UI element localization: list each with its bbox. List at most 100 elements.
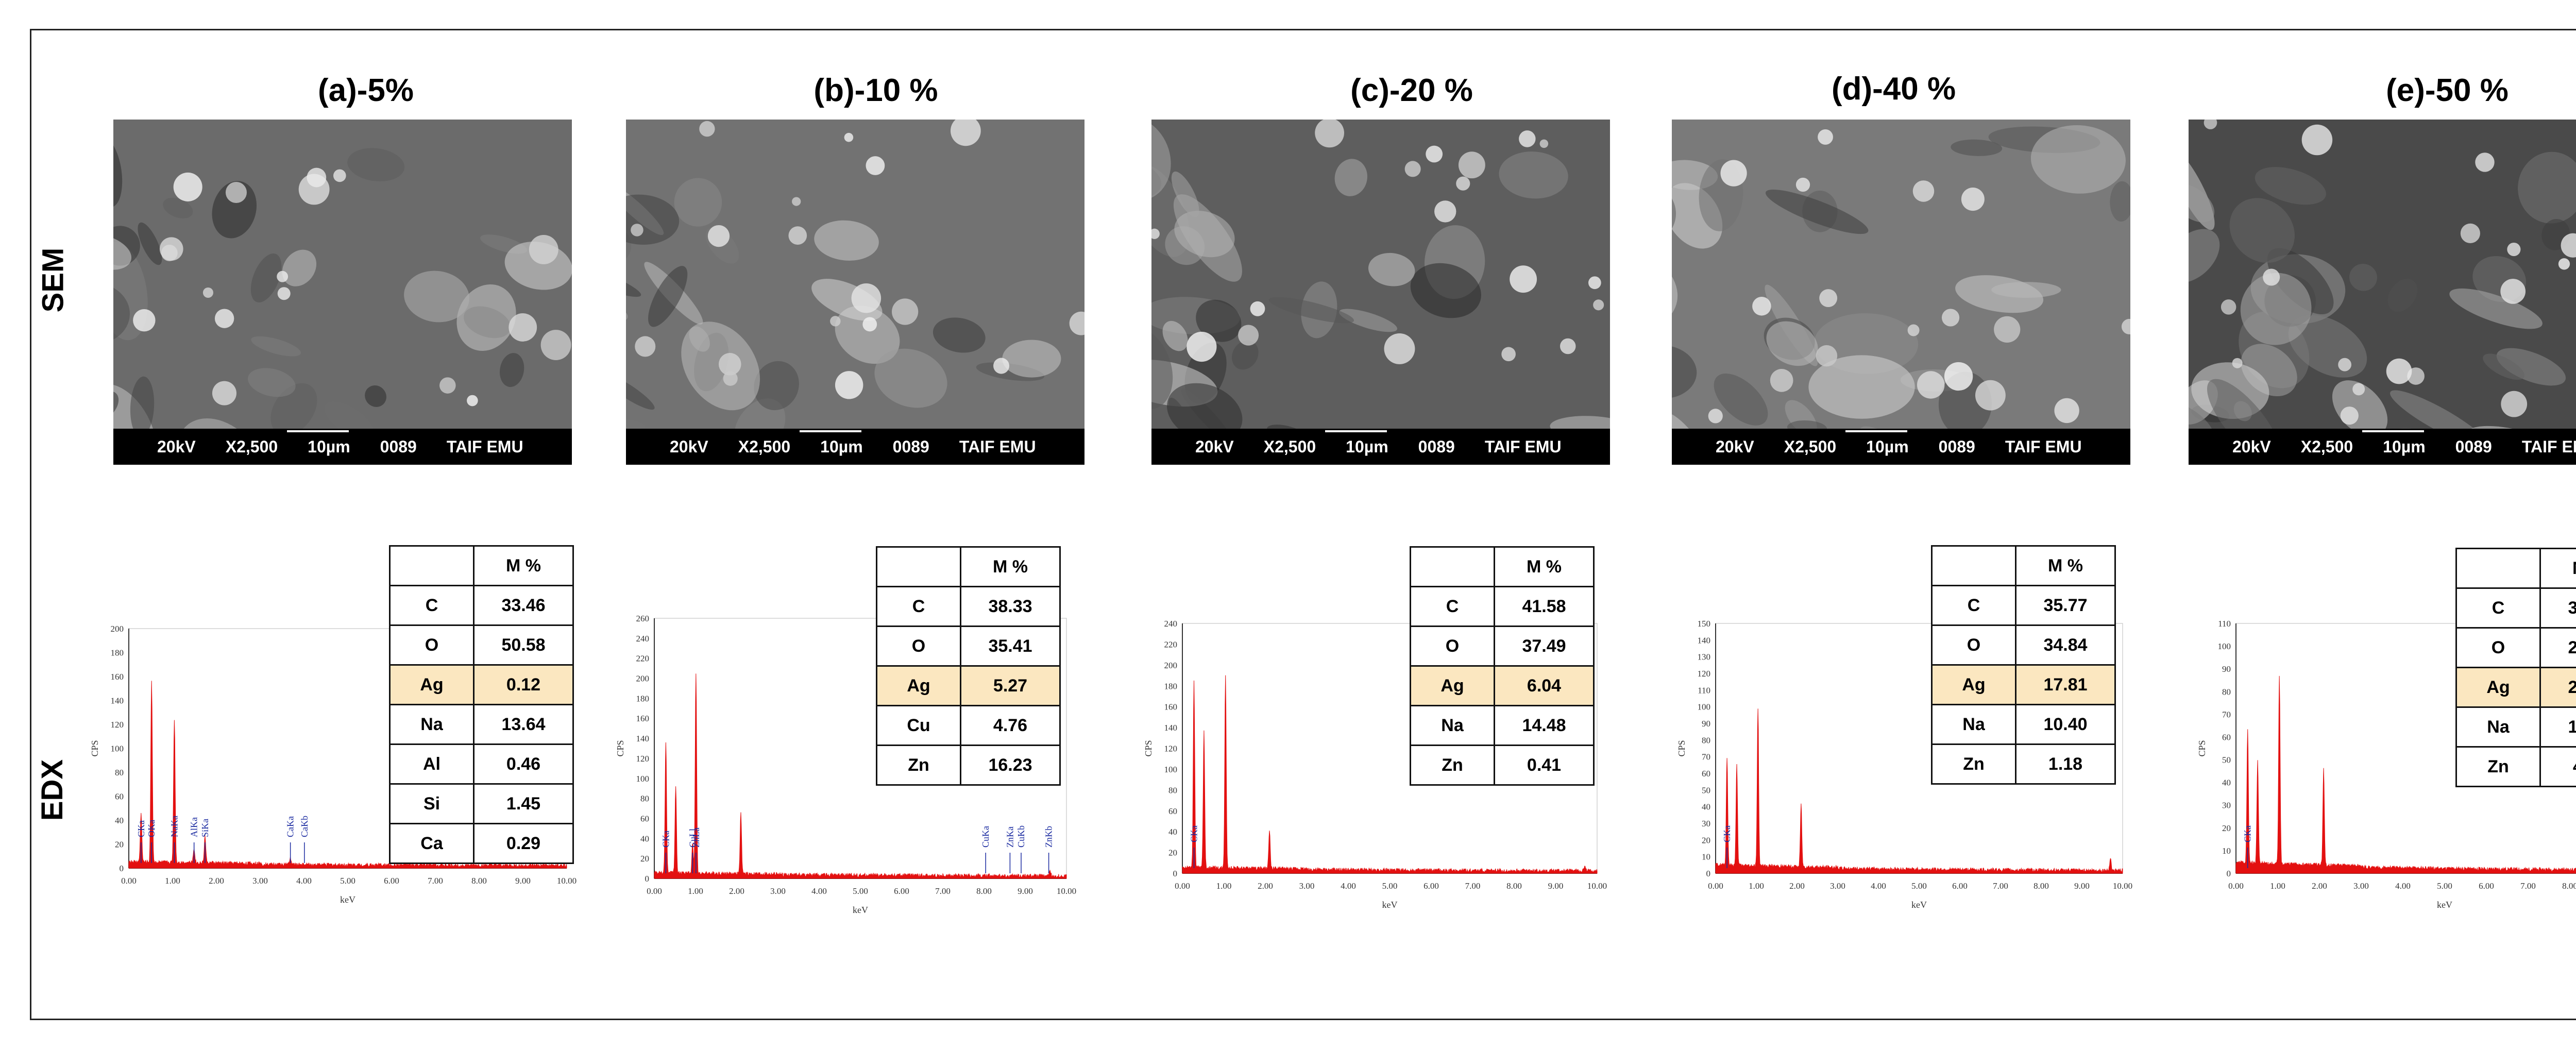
y-tick-label: 220 xyxy=(636,654,650,664)
y-tick-label: 40 xyxy=(1168,827,1177,837)
spectrum-series xyxy=(1182,675,1598,874)
element-cell: Zn xyxy=(876,745,961,786)
sem-micrograph: 20kV X2,500 10µm 0089 TAIF EMU xyxy=(2189,120,2576,465)
element-cell: O xyxy=(1410,625,1495,667)
table-header-row: M % xyxy=(389,545,574,586)
table-row: Ag 17.81 xyxy=(1931,664,2116,705)
peak-label: CKa xyxy=(1189,825,1199,842)
mass-percent-cell: 26.45 xyxy=(2539,627,2576,668)
y-tick-label: 100 xyxy=(636,774,650,784)
x-tick-label: 2.00 xyxy=(209,876,224,886)
element-cell: Ag xyxy=(1931,664,2016,705)
x-tick-label: 7.00 xyxy=(935,886,951,896)
y-tick-label: 200 xyxy=(636,674,650,684)
sem-info-id: 0089 xyxy=(1938,437,1975,456)
scale-bar-line xyxy=(800,430,862,432)
x-tick-label: 9.00 xyxy=(515,876,531,886)
y-tick-label: 40 xyxy=(115,816,124,825)
x-tick-label: 0.00 xyxy=(121,876,137,886)
y-tick-label: 150 xyxy=(1698,619,1711,629)
header-mass-percent: M % xyxy=(2539,548,2576,589)
mass-percent-cell: 17.81 xyxy=(2015,664,2116,705)
y-tick-label: 60 xyxy=(115,792,124,802)
edx-composition-table: M % C 41.58 O 37.49 Ag 6.04 Na 14.48 Zn 0.41 xyxy=(1410,546,1595,786)
x-tick-label: 2.00 xyxy=(729,886,744,896)
table-row: Na12.78 xyxy=(2455,706,2576,748)
x-tick-label: 3.00 xyxy=(252,876,268,886)
y-tick-label: 0 xyxy=(120,864,124,873)
element-cell: C xyxy=(389,585,474,626)
table-row: Zn 0.41 xyxy=(1410,745,1595,786)
y-tick-label: 40 xyxy=(1702,802,1710,812)
sem-info-id: 0089 xyxy=(380,437,417,456)
edx-spectrum: 0 20 40 60 80 100 120 140 160 180 200 0.00 1.00 2.00 3… xyxy=(82,618,577,907)
sem-info-lab: TAIF EMU xyxy=(1484,437,1562,456)
panel-title: (b)-10 % xyxy=(814,73,938,108)
mass-percent-cell: 5.27 xyxy=(960,665,1061,706)
table-row: Zn 1.18 xyxy=(1931,743,2116,785)
element-cell: Ca xyxy=(389,823,474,864)
sem-texture xyxy=(626,120,1084,465)
y-tick-label: 200 xyxy=(111,624,124,634)
peak-label: CaKb xyxy=(299,816,310,837)
peak-label: CuLl xyxy=(687,828,698,848)
table-row: C 33.46 xyxy=(389,585,574,626)
sem-micrograph: 20kV X2,500 10µm 0089 TAIF EMU xyxy=(1672,120,2130,465)
x-axis-label: keV xyxy=(853,905,868,915)
y-tick-label: 70 xyxy=(2222,709,2231,719)
sem-info-mag: X2,500 xyxy=(738,437,791,456)
mass-percent-cell: 0.29 xyxy=(473,823,574,864)
sem-info-mag: X2,500 xyxy=(1784,437,1837,456)
x-tick-label: 9.00 xyxy=(2074,881,2090,891)
x-tick-label: 2.00 xyxy=(1789,881,1805,891)
element-cell: Na xyxy=(389,704,474,745)
x-tick-label: 10.00 xyxy=(1057,886,1076,896)
element-cell: C xyxy=(1931,585,2016,626)
y-tick-label: 220 xyxy=(1164,639,1178,649)
element-cell: C xyxy=(1410,586,1495,627)
y-tick-label: 40 xyxy=(640,834,649,843)
sem-info-kv: 20kV xyxy=(1195,437,1234,456)
peak-label: OKa xyxy=(146,820,157,837)
mass-percent-cell: 6.04 xyxy=(1494,665,1595,706)
element-cell: O xyxy=(1931,624,2016,666)
mass-percent-cell: 50.58 xyxy=(473,624,574,666)
x-tick-label: 4.00 xyxy=(2395,881,2411,891)
spectrum-series xyxy=(2235,675,2576,874)
x-tick-label: 1.00 xyxy=(165,876,180,886)
y-tick-label: 120 xyxy=(636,754,650,764)
table-row: O 37.49 xyxy=(1410,625,1595,667)
mass-percent-cell: 37.49 xyxy=(1494,625,1595,667)
sem-texture xyxy=(113,120,572,465)
header-element xyxy=(1931,545,2016,586)
y-tick-label: 60 xyxy=(1168,806,1177,816)
y-tick-label: 40 xyxy=(2222,778,2231,788)
element-cell: Na xyxy=(1410,705,1495,746)
element-cell: Zn xyxy=(2455,746,2541,787)
x-tick-label: 3.00 xyxy=(770,886,786,896)
x-tick-label: 6.00 xyxy=(894,886,909,896)
mass-percent-cell: 4.25 xyxy=(2539,746,2576,787)
x-tick-label: 8.00 xyxy=(976,886,992,896)
mass-percent-cell: 35.41 xyxy=(960,625,1061,667)
table-row: Ag21.16 xyxy=(2455,667,2576,708)
spectrum-series xyxy=(1715,708,2123,874)
y-tick-label: 10 xyxy=(2222,846,2231,856)
mass-percent-cell: 4.76 xyxy=(960,705,1061,746)
y-tick-label: 140 xyxy=(1164,723,1178,733)
y-tick-label: 80 xyxy=(640,794,649,804)
x-tick-label: 8.00 xyxy=(471,876,487,886)
x-tick-label: 3.00 xyxy=(1299,881,1315,891)
element-cell: C xyxy=(876,586,961,627)
header-mass-percent: M % xyxy=(473,545,574,586)
sem-info-lab: TAIF EMU xyxy=(2005,437,2082,456)
x-tick-label: 10.00 xyxy=(1587,881,1607,891)
x-tick-label: 0.00 xyxy=(647,886,662,896)
mass-percent-cell: 1.45 xyxy=(473,783,574,824)
sem-info-id: 0089 xyxy=(1418,437,1455,456)
mass-percent-cell: 0.41 xyxy=(1494,745,1595,786)
y-tick-label: 30 xyxy=(1702,819,1710,828)
mass-percent-cell: 0.12 xyxy=(473,664,574,705)
y-tick-label: 90 xyxy=(2222,664,2231,674)
table-row: O 35.41 xyxy=(876,625,1061,667)
